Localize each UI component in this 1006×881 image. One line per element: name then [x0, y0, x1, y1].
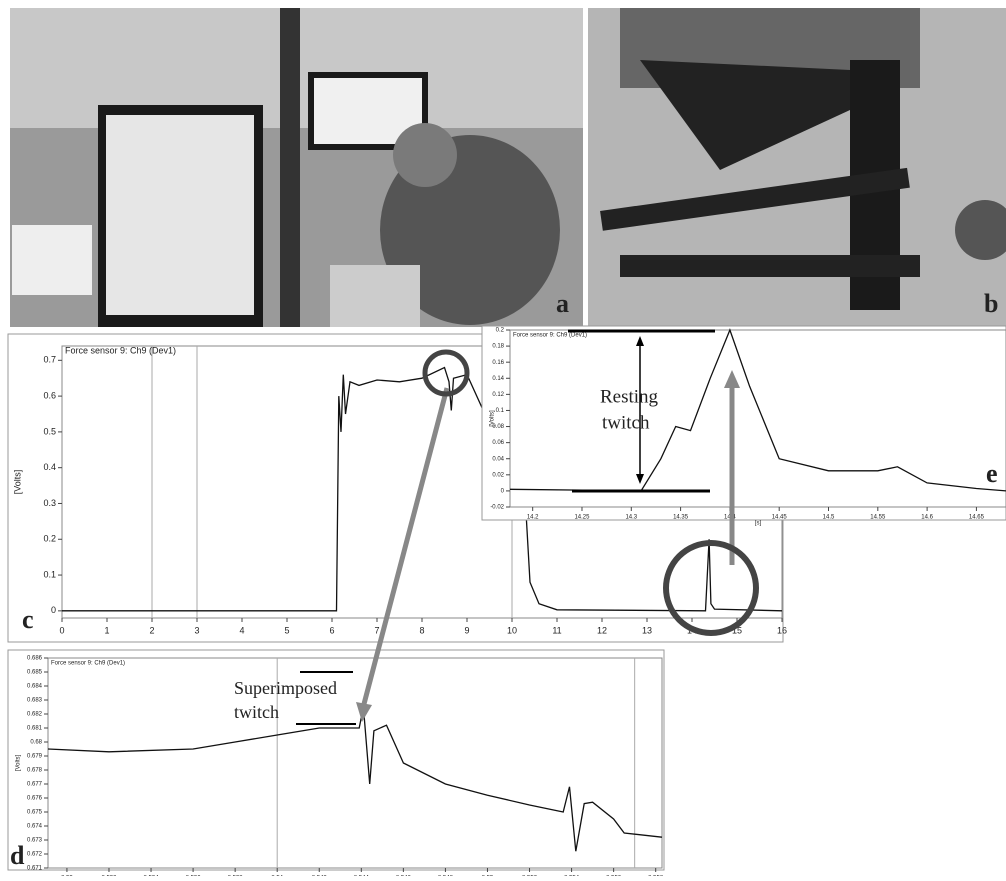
- y-tick-label: 0.678: [27, 768, 43, 774]
- x-tick-label: 14.45: [772, 515, 788, 521]
- x-tick-label: 1: [104, 625, 109, 635]
- y-tick-label: 0.1: [496, 408, 505, 414]
- panel-label: b: [984, 289, 998, 318]
- x-tick-label: 14.2: [527, 515, 539, 521]
- x-tick-label: 14.5: [823, 515, 835, 521]
- chart: -0.0200.020.040.060.080.10.120.140.160.1…: [482, 326, 1006, 527]
- y-tick-label: 0.1: [43, 569, 56, 579]
- panel-label: d: [10, 841, 25, 870]
- x-axis-label: [s]: [755, 521, 762, 527]
- y-tick-label: 0.2: [43, 534, 56, 544]
- y-tick-label: 0.677: [27, 782, 43, 788]
- x-tick-label: 5: [284, 625, 289, 635]
- y-tick-label: 0.679: [27, 754, 43, 760]
- y-axis-label: [Volts]: [12, 470, 22, 495]
- photo-b: [588, 8, 1006, 327]
- y-tick-label: 0.04: [492, 456, 504, 462]
- y-axis-label: [Volts]: [490, 410, 496, 427]
- panel-label: c: [22, 605, 34, 634]
- y-tick-label: 0.12: [492, 392, 504, 398]
- y-tick-label: 0.682: [27, 712, 43, 718]
- chart-title: Force sensor 9: Ch9 (Dev1): [51, 661, 125, 667]
- y-tick-label: 0.684: [27, 684, 43, 690]
- x-tick-label: 7: [374, 625, 379, 635]
- y-axis-label: [Volts]: [16, 754, 22, 771]
- y-tick-label: 0.68: [30, 740, 42, 746]
- x-tick-label: 11: [552, 625, 561, 635]
- chart-title: Force sensor 9: Ch9 (Dev1): [513, 333, 587, 339]
- y-tick-label: 0: [51, 605, 56, 615]
- x-tick-label: 4: [239, 625, 244, 635]
- annotation: Superimposed: [234, 678, 337, 698]
- y-tick-label: 0.683: [27, 698, 43, 704]
- y-tick-label: 0.676: [27, 796, 43, 802]
- x-tick-label: 14.65: [969, 515, 985, 521]
- y-tick-label: 0.675: [27, 810, 43, 816]
- y-tick-label: 0.7: [43, 355, 56, 365]
- x-tick-label: 16: [777, 625, 787, 635]
- y-tick-label: 0.2: [496, 328, 505, 334]
- y-tick-label: 0.673: [27, 838, 43, 844]
- photo-a: [10, 8, 583, 327]
- y-tick-label: 0.16: [492, 360, 504, 366]
- y-tick-label: 0.02: [492, 472, 504, 478]
- x-tick-label: 9: [464, 625, 469, 635]
- y-tick-label: 0.674: [27, 824, 43, 830]
- x-tick-label: 13: [642, 625, 652, 635]
- y-tick-label: 0.686: [27, 656, 43, 662]
- x-tick-label: 14.25: [574, 515, 590, 521]
- x-tick-label: 6: [329, 625, 334, 635]
- y-tick-label: 0.681: [27, 726, 43, 732]
- x-tick-label: 3: [194, 625, 199, 635]
- annotation: twitch: [234, 702, 279, 722]
- plot-area: [510, 330, 1006, 507]
- y-tick-label: 0.4: [43, 462, 56, 472]
- plot-area: [48, 658, 662, 868]
- y-tick-label: -0.02: [490, 505, 504, 511]
- annotation: twitch: [602, 412, 650, 433]
- chart-title: Force sensor 9: Ch9 (Dev1): [65, 345, 176, 355]
- y-tick-label: 0.3: [43, 498, 56, 508]
- y-tick-label: 0.5: [43, 426, 56, 436]
- y-tick-label: 0.671: [27, 866, 43, 872]
- panel-label: a: [556, 289, 569, 318]
- x-tick-label: 14.55: [870, 515, 886, 521]
- x-tick-label: 8: [419, 625, 424, 635]
- x-tick-label: 10: [507, 625, 517, 635]
- x-tick-label: 14.35: [673, 515, 689, 521]
- y-tick-label: 0.14: [492, 376, 504, 382]
- y-tick-label: 0.685: [27, 670, 43, 676]
- x-tick-label: 2: [149, 625, 154, 635]
- y-tick-label: 0.06: [492, 440, 504, 446]
- x-tick-label: 0: [59, 625, 64, 635]
- y-tick-label: 0.6: [43, 390, 56, 400]
- y-tick-label: 0.18: [492, 344, 504, 350]
- panel-label: e: [986, 459, 998, 488]
- x-tick-label: 14.6: [921, 515, 933, 521]
- annotation: Resting: [600, 386, 659, 407]
- x-tick-label: 14.3: [625, 515, 637, 521]
- x-tick-label: 12: [597, 625, 607, 635]
- y-tick-label: 0.672: [27, 852, 43, 858]
